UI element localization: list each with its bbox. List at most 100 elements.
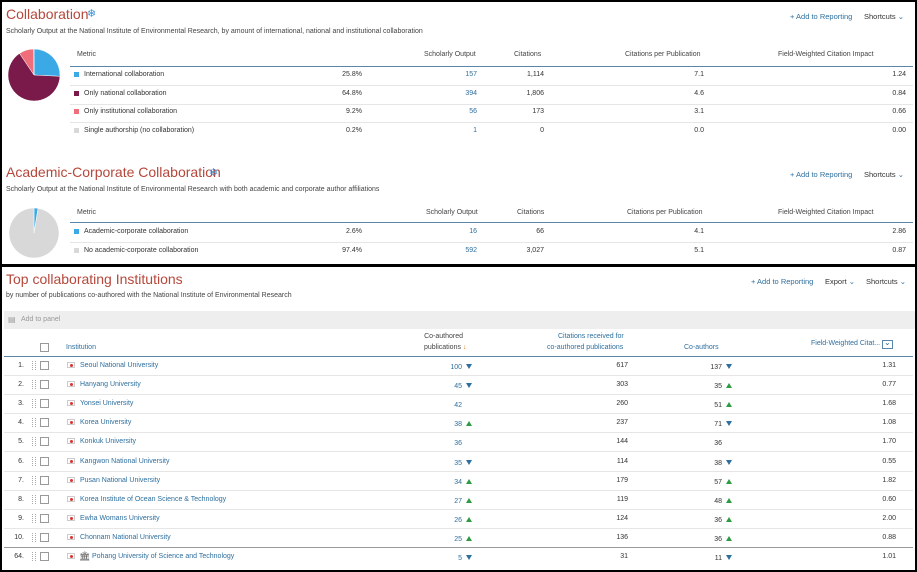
select-all-checkbox[interactable]: [40, 343, 49, 352]
citations-header-line1[interactable]: Citations received for: [558, 333, 624, 340]
coauthors-value: 51: [714, 402, 722, 410]
coauthored-pubs-link[interactable]: 42: [454, 402, 462, 410]
coauthored-pubs-header-line1[interactable]: Co-authored: [424, 333, 463, 340]
coauthored-pubs-link[interactable]: 36: [454, 440, 462, 448]
coauthors-value: 57: [714, 478, 722, 486]
coauthors-value: 36: [714, 440, 722, 448]
coauthored-pubs-link[interactable]: 5: [458, 555, 462, 562]
scholarly-output-link[interactable]: 16: [469, 228, 477, 235]
institution-link[interactable]: Pusan National University: [80, 476, 161, 484]
fwci-header[interactable]: Field-Weighted Citat...: [811, 340, 881, 347]
row-checkbox[interactable]: [40, 437, 49, 447]
settings-icon[interactable]: ❄: [87, 8, 97, 20]
column-dropdown-button[interactable]: ⌄: [882, 338, 893, 349]
legend-swatch: [74, 72, 79, 77]
export-label: Export: [825, 277, 847, 286]
institution-link[interactable]: Yonsei University: [80, 400, 134, 408]
coauthored-pubs-link[interactable]: 34: [454, 478, 462, 486]
coauthored-pubs-header-line2[interactable]: publications ↓: [424, 344, 466, 351]
fwci-value: 0.88: [882, 533, 896, 541]
metric-percent: 64.8%: [342, 89, 362, 97]
coauthors-value: 48: [714, 497, 722, 505]
add-to-reporting-link[interactable]: + Add to Reporting: [790, 12, 853, 21]
row-checkbox[interactable]: [40, 513, 49, 523]
trend-down-icon: [726, 421, 732, 427]
coauthored-pubs-link[interactable]: 25: [454, 535, 462, 543]
shortcuts-menu[interactable]: Shortcuts ⌄: [866, 277, 906, 286]
coauthors-cell: 36: [692, 438, 732, 447]
coauthored-pubs-cell: 38: [432, 419, 472, 428]
rank-number: 6.: [18, 457, 24, 465]
scholarly-output-link[interactable]: 592: [465, 246, 477, 254]
drag-handle-icon[interactable]: [32, 380, 36, 390]
scholarly-output-link[interactable]: 394: [465, 89, 477, 97]
coauthors-value: 35: [714, 383, 722, 391]
row-checkbox[interactable]: [40, 361, 49, 370]
institution-link[interactable]: Pohang University of Science and Technol…: [92, 553, 235, 560]
drag-handle-icon[interactable]: [32, 494, 36, 504]
settings-icon[interactable]: ❄: [209, 167, 219, 179]
fwci-header: Field-Weighted Citation Impact: [778, 51, 874, 58]
export-menu[interactable]: Export ⌄: [825, 277, 855, 286]
cpp-value: 5.1: [694, 246, 704, 254]
institution-link[interactable]: Korea University: [80, 419, 132, 427]
row-checkbox[interactable]: [40, 418, 49, 428]
coauthors-cell: 36: [692, 515, 732, 524]
row-divider: [4, 546, 913, 548]
institution-link[interactable]: Seoul National University: [80, 362, 159, 369]
citations-value: 3,027: [526, 246, 544, 254]
cpp-value: 4.6: [694, 89, 704, 97]
coauthors-header[interactable]: Co-authors: [684, 344, 719, 351]
coauthored-pubs-link[interactable]: 38: [454, 421, 462, 429]
scholarly-output-link[interactable]: 1: [473, 126, 477, 134]
citations-header: Citations: [514, 51, 542, 58]
coauthored-pubs-link[interactable]: 100: [450, 364, 462, 371]
coauthored-pubs-link[interactable]: 26: [454, 516, 462, 524]
drag-handle-icon[interactable]: [32, 456, 36, 466]
korea-flag-icon: [67, 476, 75, 483]
add-to-panel-button[interactable]: Add to panel: [21, 316, 61, 323]
row-checkbox[interactable]: [40, 380, 49, 390]
drag-handle-icon[interactable]: [32, 552, 36, 561]
scholarly-output-link[interactable]: 56: [469, 108, 477, 115]
coauthored-pubs-link[interactable]: 35: [454, 459, 462, 467]
institution-link[interactable]: Konkuk University: [80, 438, 137, 446]
academic-corporate-title: Academic-Corporate Collaboration: [6, 164, 221, 180]
korea-flag-icon: [67, 419, 75, 426]
coauthored-pubs-link[interactable]: 27: [454, 497, 462, 505]
institution-link[interactable]: Hanyang University: [80, 381, 141, 389]
metric-percent: 97.4%: [342, 246, 362, 254]
row-checkbox[interactable]: [40, 532, 49, 542]
citations-header: Citations: [517, 209, 545, 216]
shortcuts-menu[interactable]: Shortcuts ⌄: [864, 170, 904, 179]
drag-handle-icon[interactable]: [32, 361, 36, 370]
drag-handle-icon[interactable]: [32, 418, 36, 428]
coauthors-value: 36: [714, 535, 722, 543]
row-checkbox[interactable]: [40, 494, 49, 504]
row-checkbox[interactable]: [40, 552, 49, 561]
institution-link[interactable]: Kangwon National University: [80, 457, 170, 465]
coauthors-value: 137: [710, 364, 722, 371]
institution-link[interactable]: Korea Institute of Ocean Science & Techn…: [80, 495, 227, 503]
scholarly-output-link[interactable]: 157: [465, 71, 477, 78]
institution-header[interactable]: Institution: [66, 344, 96, 351]
drag-handle-icon[interactable]: [32, 399, 36, 409]
fwci-value: 0.77: [882, 381, 896, 389]
collaboration-panel: Collaboration ❄ Scholarly Output at the …: [0, 0, 917, 266]
shortcuts-menu[interactable]: Shortcuts ⌄: [864, 12, 904, 21]
drag-handle-icon[interactable]: [32, 437, 36, 447]
coauthors-cell: 51: [692, 400, 732, 409]
institution-link[interactable]: Chonnam National University: [80, 533, 171, 541]
add-to-reporting-link[interactable]: + Add to Reporting: [751, 277, 814, 286]
institution-link[interactable]: Ewha Womans University: [80, 514, 160, 522]
drag-handle-icon[interactable]: [32, 532, 36, 542]
row-checkbox[interactable]: [40, 475, 49, 485]
citations-value: 136: [616, 533, 628, 541]
row-checkbox[interactable]: [40, 456, 49, 466]
add-to-reporting-link[interactable]: + Add to Reporting: [790, 170, 853, 179]
drag-handle-icon[interactable]: [32, 475, 36, 485]
drag-handle-icon[interactable]: [32, 513, 36, 523]
citations-header-line2[interactable]: co-authored publications: [547, 344, 624, 351]
row-checkbox[interactable]: [40, 399, 49, 409]
coauthored-pubs-link[interactable]: 45: [454, 383, 462, 391]
